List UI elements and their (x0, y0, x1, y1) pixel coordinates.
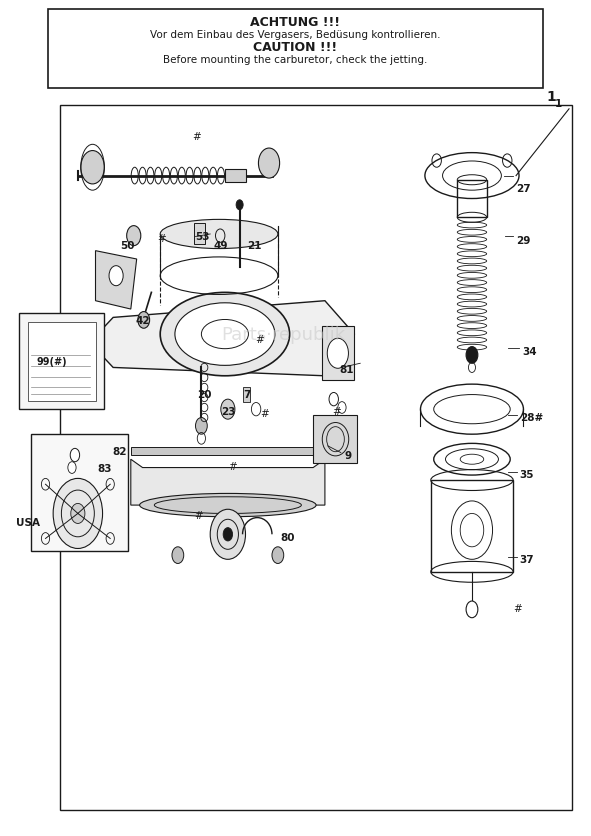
Text: 1: 1 (554, 99, 561, 109)
Circle shape (172, 547, 184, 563)
Text: #: # (193, 131, 202, 141)
Text: 81: 81 (340, 364, 354, 375)
Text: 23: 23 (221, 406, 235, 416)
Text: #: # (228, 461, 236, 472)
Text: 80: 80 (281, 533, 296, 542)
Polygon shape (131, 460, 325, 506)
Bar (194, 224, 205, 245)
Circle shape (196, 418, 207, 435)
Circle shape (327, 339, 349, 369)
Circle shape (81, 151, 105, 185)
Text: 50: 50 (120, 241, 135, 251)
Circle shape (210, 510, 245, 559)
Text: 49: 49 (213, 241, 228, 251)
Text: #: # (513, 603, 522, 613)
FancyBboxPatch shape (48, 10, 543, 89)
Text: 34: 34 (522, 346, 537, 356)
Circle shape (272, 547, 284, 563)
Circle shape (53, 479, 103, 548)
Ellipse shape (175, 303, 275, 366)
Circle shape (126, 227, 141, 247)
Text: Before mounting the carburetor, check the jetting.: Before mounting the carburetor, check th… (163, 54, 428, 64)
Text: #: # (194, 511, 203, 521)
Text: 9: 9 (345, 451, 352, 461)
Bar (431, 481, 513, 572)
Text: 42: 42 (135, 315, 150, 325)
Polygon shape (90, 301, 355, 376)
Bar (19, 314, 105, 410)
Text: 99(#): 99(#) (37, 356, 67, 366)
Text: 21: 21 (247, 241, 262, 251)
Text: #: # (260, 409, 269, 419)
Text: 35: 35 (519, 470, 534, 480)
Text: #: # (333, 406, 342, 416)
Circle shape (223, 528, 233, 542)
Polygon shape (131, 447, 325, 456)
Text: CAUTION !!!: CAUTION !!! (254, 41, 337, 54)
Text: #: # (157, 234, 166, 244)
Bar (31, 435, 128, 551)
Text: USA: USA (15, 517, 40, 528)
Text: 53: 53 (196, 232, 210, 242)
FancyBboxPatch shape (60, 105, 572, 809)
Text: 29: 29 (516, 236, 531, 246)
Bar (457, 181, 486, 218)
Circle shape (109, 267, 123, 287)
Circle shape (138, 312, 150, 329)
Text: 20: 20 (197, 390, 211, 400)
Circle shape (221, 400, 235, 420)
Text: #: # (255, 334, 264, 344)
Text: Parts·republik: Parts·republik (222, 326, 346, 344)
Text: 37: 37 (519, 554, 534, 564)
Text: 28#: 28# (520, 413, 544, 423)
Text: 7: 7 (243, 390, 251, 400)
Circle shape (68, 462, 76, 474)
Circle shape (258, 149, 280, 179)
Ellipse shape (160, 293, 290, 376)
Bar (313, 415, 358, 464)
Bar (225, 170, 245, 183)
Circle shape (466, 601, 478, 618)
Text: 82: 82 (112, 446, 126, 456)
Circle shape (71, 504, 85, 524)
Text: 83: 83 (98, 463, 112, 473)
Circle shape (236, 201, 243, 211)
Bar (28, 322, 96, 401)
Text: 27: 27 (516, 184, 531, 194)
Circle shape (70, 449, 80, 462)
Polygon shape (96, 252, 137, 309)
Circle shape (466, 347, 478, 364)
Text: ACHTUNG !!!: ACHTUNG !!! (251, 16, 340, 28)
Text: 1: 1 (547, 90, 556, 104)
Bar (242, 388, 249, 403)
Ellipse shape (139, 494, 316, 517)
Text: Vor dem Einbau des Vergasers, Bedüsung kontrollieren.: Vor dem Einbau des Vergasers, Bedüsung k… (150, 30, 441, 40)
Bar (322, 326, 355, 380)
Ellipse shape (160, 220, 278, 249)
